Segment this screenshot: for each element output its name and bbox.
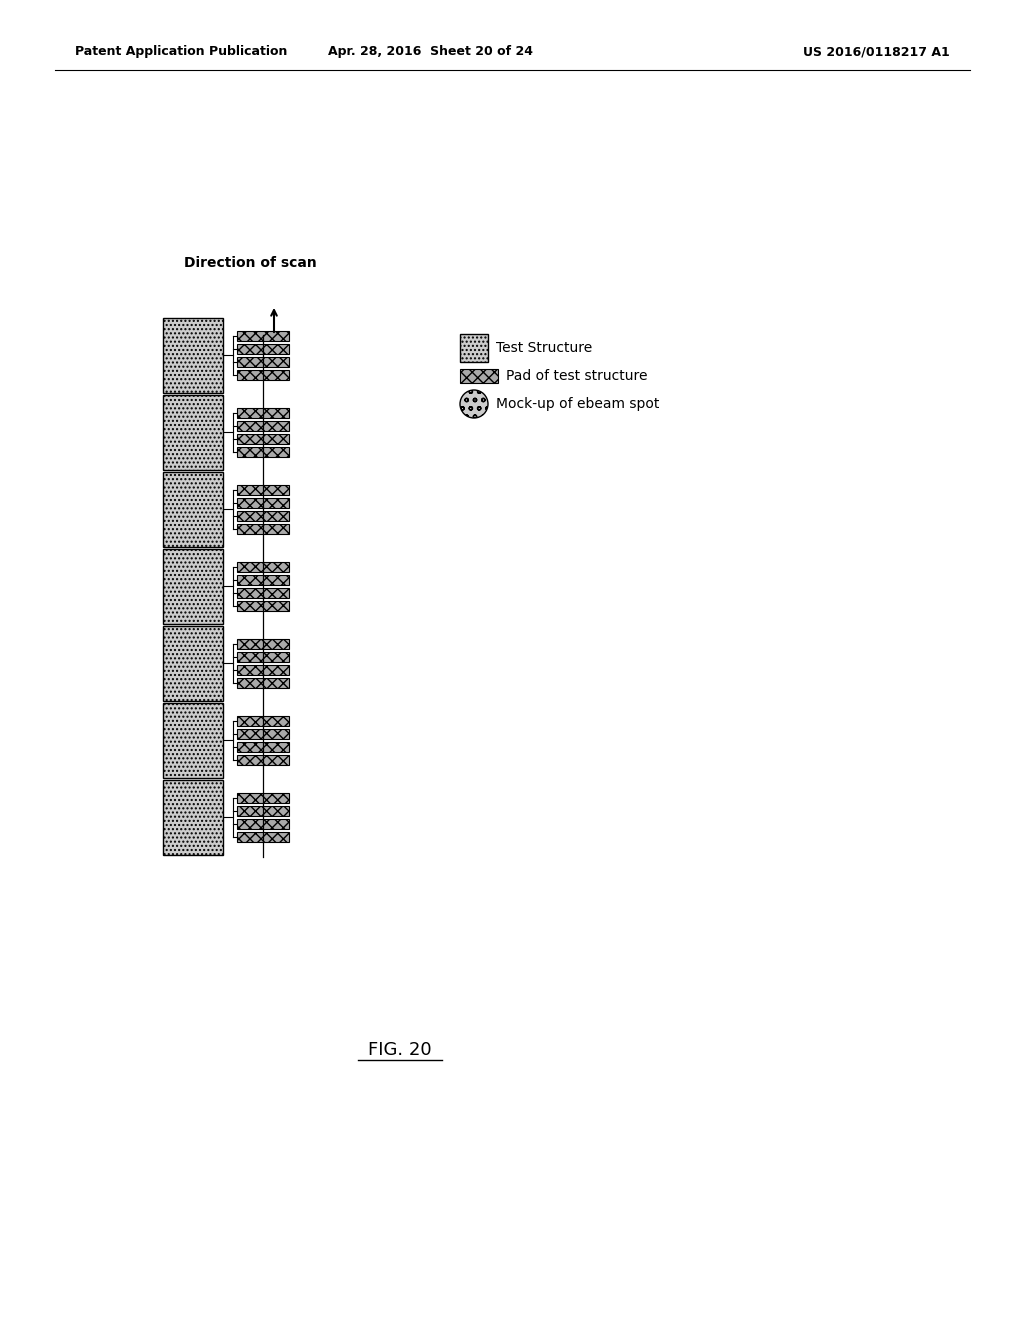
Text: Pad of test structure: Pad of test structure	[506, 370, 647, 383]
Circle shape	[460, 389, 488, 418]
Bar	[237, 370, 289, 380]
Bar	[460, 370, 498, 383]
Bar	[237, 498, 289, 507]
Bar	[237, 421, 289, 430]
Bar	[237, 587, 289, 598]
Text: Test Structure: Test Structure	[496, 341, 592, 355]
Bar	[237, 715, 289, 726]
Text: Patent Application Publication: Patent Application Publication	[75, 45, 288, 58]
Bar	[237, 524, 289, 533]
Bar	[237, 484, 289, 495]
Bar	[237, 639, 289, 648]
Text: US 2016/0118217 A1: US 2016/0118217 A1	[803, 45, 950, 58]
Bar	[237, 832, 289, 842]
Text: Mock-up of ebeam spot: Mock-up of ebeam spot	[496, 397, 659, 411]
Bar	[237, 408, 289, 417]
Bar	[163, 471, 223, 546]
Bar	[237, 343, 289, 354]
Bar	[237, 818, 289, 829]
Bar	[237, 433, 289, 444]
Bar	[163, 549, 223, 623]
Text: FIG. 20: FIG. 20	[369, 1041, 432, 1059]
Bar	[163, 395, 223, 470]
Bar	[237, 755, 289, 764]
Bar	[237, 742, 289, 751]
Bar	[237, 601, 289, 610]
Bar	[237, 356, 289, 367]
Bar	[237, 805, 289, 816]
Bar	[163, 318, 223, 392]
Bar	[163, 626, 223, 701]
Bar	[163, 702, 223, 777]
Bar	[237, 792, 289, 803]
Bar	[237, 561, 289, 572]
Text: Apr. 28, 2016  Sheet 20 of 24: Apr. 28, 2016 Sheet 20 of 24	[328, 45, 532, 58]
Bar	[237, 511, 289, 520]
Text: Direction of scan: Direction of scan	[183, 256, 316, 271]
Bar	[237, 664, 289, 675]
Bar	[460, 334, 488, 362]
Bar	[163, 780, 223, 854]
Bar	[237, 652, 289, 661]
Bar	[237, 574, 289, 585]
Bar	[237, 330, 289, 341]
Bar	[237, 446, 289, 457]
Bar	[237, 729, 289, 738]
Bar	[237, 677, 289, 688]
